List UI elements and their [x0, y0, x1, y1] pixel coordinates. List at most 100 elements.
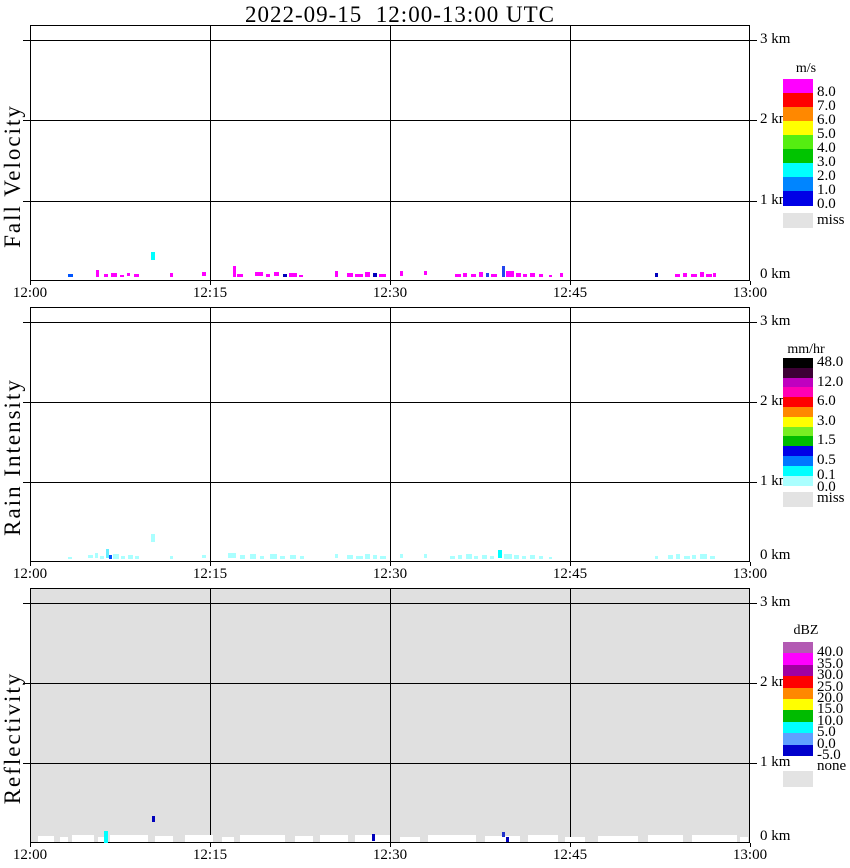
y-tick-left: [23, 40, 30, 41]
legend-swatch: [783, 676, 813, 689]
data-mark: [539, 274, 543, 277]
data-mark: [474, 556, 478, 559]
km-label: 3 km: [760, 594, 791, 610]
time-label: 12:00: [12, 566, 48, 582]
time-label: 12:45: [552, 285, 588, 301]
data-mark: [299, 275, 303, 277]
legend-label: 4.0: [817, 140, 836, 156]
data-mark: [266, 274, 270, 277]
data-mark: [233, 266, 236, 277]
x-tick: [570, 562, 571, 566]
data-mark: [373, 555, 377, 559]
x-tick: [210, 562, 211, 566]
data-mark: [120, 275, 124, 277]
legend-swatch: [783, 456, 813, 467]
legend-label: 3.0: [817, 412, 836, 429]
data-mark: [485, 836, 520, 842]
data-mark: [202, 555, 206, 558]
y-tick-right: [750, 40, 757, 41]
km-label: 2 km: [760, 674, 791, 690]
data-mark: [692, 835, 737, 842]
data-mark: [522, 556, 526, 559]
gridline-v: [210, 307, 211, 562]
data-mark: [104, 274, 108, 277]
legend-swatch: [783, 377, 813, 388]
data-mark: [428, 835, 476, 842]
legend-miss-label: none: [817, 758, 847, 774]
y-tick-right: [750, 322, 757, 323]
data-mark: [514, 555, 519, 559]
data-mark: [320, 835, 348, 842]
y-tick-right: [750, 482, 757, 483]
data-mark: [109, 555, 112, 559]
gridline-v: [570, 25, 571, 281]
legend-label: 0.0: [817, 196, 836, 212]
data-mark: [560, 273, 563, 277]
data-mark: [713, 273, 716, 277]
x-tick: [30, 843, 31, 847]
legend-label: 0.5: [817, 451, 836, 468]
km-label: 3 km: [760, 313, 791, 329]
time-label: 12:30: [372, 285, 408, 301]
data-mark: [490, 556, 494, 559]
data-mark: [379, 274, 386, 277]
y-tick-left: [23, 322, 30, 323]
data-mark: [710, 556, 715, 559]
data-mark: [347, 273, 353, 277]
legend-swatch: [783, 710, 813, 723]
x-tick: [570, 843, 571, 847]
x-tick: [210, 281, 211, 285]
data-mark: [504, 554, 512, 559]
data-mark: [96, 270, 99, 277]
data-mark: [289, 273, 297, 277]
data-mark: [128, 555, 133, 559]
legend-label: 10.0: [817, 712, 844, 729]
data-mark: [151, 252, 155, 260]
time-label: 12:30: [372, 847, 408, 863]
x-tick: [750, 281, 751, 285]
km-label: 2 km: [760, 393, 791, 409]
data-mark: [111, 273, 117, 277]
data-mark: [598, 836, 638, 842]
x-tick: [390, 281, 391, 285]
legend-miss-swatch: [783, 213, 813, 228]
data-mark: [260, 556, 264, 559]
data-mark: [692, 555, 696, 559]
time-label: 12:15: [192, 285, 228, 301]
data-mark: [106, 549, 109, 558]
legend-swatch: [783, 465, 813, 477]
data-mark: [565, 837, 585, 842]
data-mark: [127, 273, 130, 276]
legend-swatch: [783, 426, 813, 437]
legend-label: 8.0: [817, 84, 836, 100]
data-mark: [356, 556, 363, 559]
legend-label: 0.0: [817, 735, 836, 752]
data-mark: [250, 554, 256, 559]
data-mark: [104, 831, 108, 843]
legend-label: 6.0: [817, 112, 836, 128]
data-mark: [255, 272, 263, 276]
data-mark: [400, 837, 420, 842]
legend-swatch: [783, 436, 813, 447]
data-mark: [295, 836, 313, 842]
gridline-v: [570, 307, 571, 562]
x-tick: [570, 281, 571, 285]
time-label: 12:00: [12, 847, 48, 863]
legend-swatch: [783, 475, 813, 486]
legend-miss-label: miss: [817, 490, 845, 506]
data-mark: [365, 272, 370, 277]
y-tick-right: [750, 120, 757, 122]
data-mark: [335, 271, 338, 277]
data-mark: [68, 557, 72, 559]
data-mark: [528, 835, 558, 842]
legend-swatch: [783, 699, 813, 711]
data-mark: [300, 556, 304, 559]
data-mark: [502, 832, 505, 837]
legend-swatch: [783, 367, 813, 379]
y-tick-right: [750, 763, 757, 764]
legend-label: 3.0: [817, 154, 836, 170]
legend-label: 1.0: [817, 182, 836, 198]
y-tick-right: [750, 200, 757, 202]
data-mark: [450, 556, 455, 559]
